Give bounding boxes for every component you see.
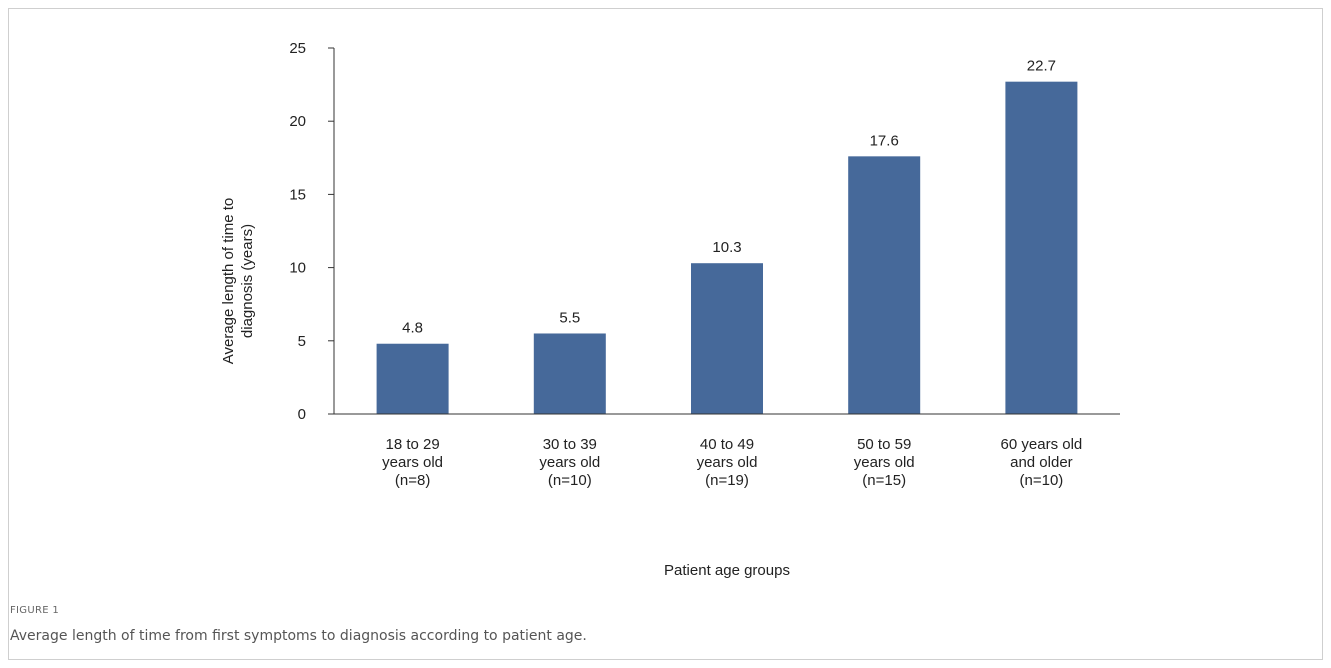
bar-value-label: 10.3 — [712, 239, 741, 256]
y-tick-label: 25 — [289, 40, 306, 57]
x-tick-label: 60 years old and older (n=10) — [1001, 436, 1083, 489]
bar-value-label: 22.7 — [1027, 58, 1056, 75]
bar — [533, 333, 606, 414]
y-tick-label: 15 — [289, 186, 306, 203]
y-axis-label: Average length of time to diagnosis (year… — [220, 198, 256, 365]
bar — [1005, 81, 1078, 414]
x-tick-label: 30 to 39 years old (n=10) — [539, 436, 600, 489]
bar — [376, 343, 449, 414]
bar-value-label: 17.6 — [870, 132, 899, 149]
x-tick-label: 18 to 29 years old (n=8) — [382, 436, 443, 489]
y-tick-label: 10 — [289, 260, 306, 277]
y-axis: 0 5 10 15 20 25 — [289, 40, 335, 423]
x-axis: 18 to 29 years old (n=8) 30 to 39 years old(… — [334, 413, 1120, 489]
bar-value-label: 4.8 — [402, 320, 423, 337]
figure-label: FIGURE 1 — [10, 605, 59, 616]
x-tick-label: 40 to 49 years old (n=19) — [697, 436, 758, 489]
y-tick-label: 20 — [289, 113, 306, 130]
bar — [691, 263, 763, 414]
bar-value-label: 5.5 — [559, 309, 580, 326]
figure-frame — [8, 8, 1323, 660]
figure-caption: Average length of time from first sympto… — [10, 628, 587, 644]
x-tick-label: 50 to 59 years old (n=15) — [854, 436, 915, 489]
y-tick-label: 0 — [298, 406, 306, 423]
y-tick-label: 5 — [298, 333, 306, 350]
x-axis-label: Patient age groups — [664, 562, 790, 579]
bar — [848, 156, 921, 414]
bars: 4.8 5.5 10.3 17.6 22.7 — [376, 58, 1078, 414]
bar-chart: 0 5 10 15 20 25 4.8 5.5 10.3 17.6 22.7 18 to 29 ye… — [220, 40, 1120, 579]
